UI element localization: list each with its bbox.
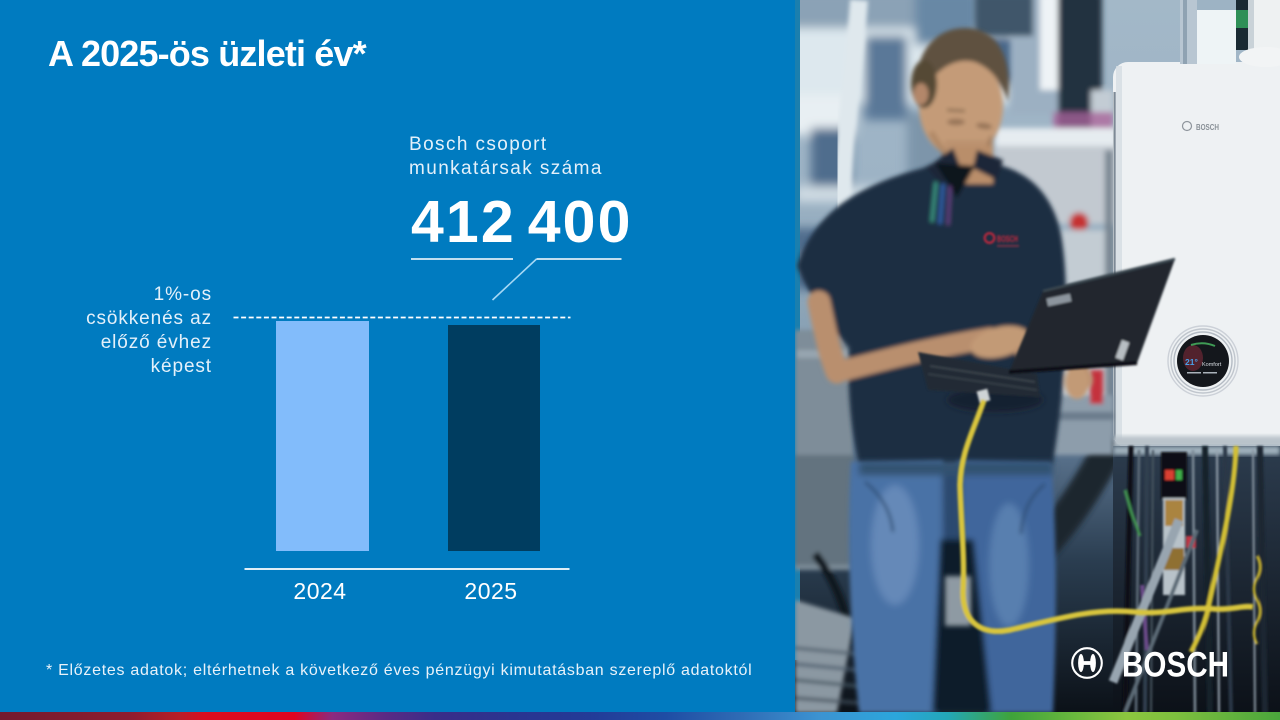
svg-text:21°: 21° [1185,357,1198,367]
svg-text:BOSCH: BOSCH [997,234,1018,244]
svg-text:BOSCH: BOSCH [1196,122,1219,132]
svg-text:Komfort: Komfort [1202,362,1222,368]
svg-text:2024: 2024 [293,578,346,604]
svg-text:BOSCH: BOSCH [1122,645,1229,685]
svg-text:2025: 2025 [464,578,517,604]
